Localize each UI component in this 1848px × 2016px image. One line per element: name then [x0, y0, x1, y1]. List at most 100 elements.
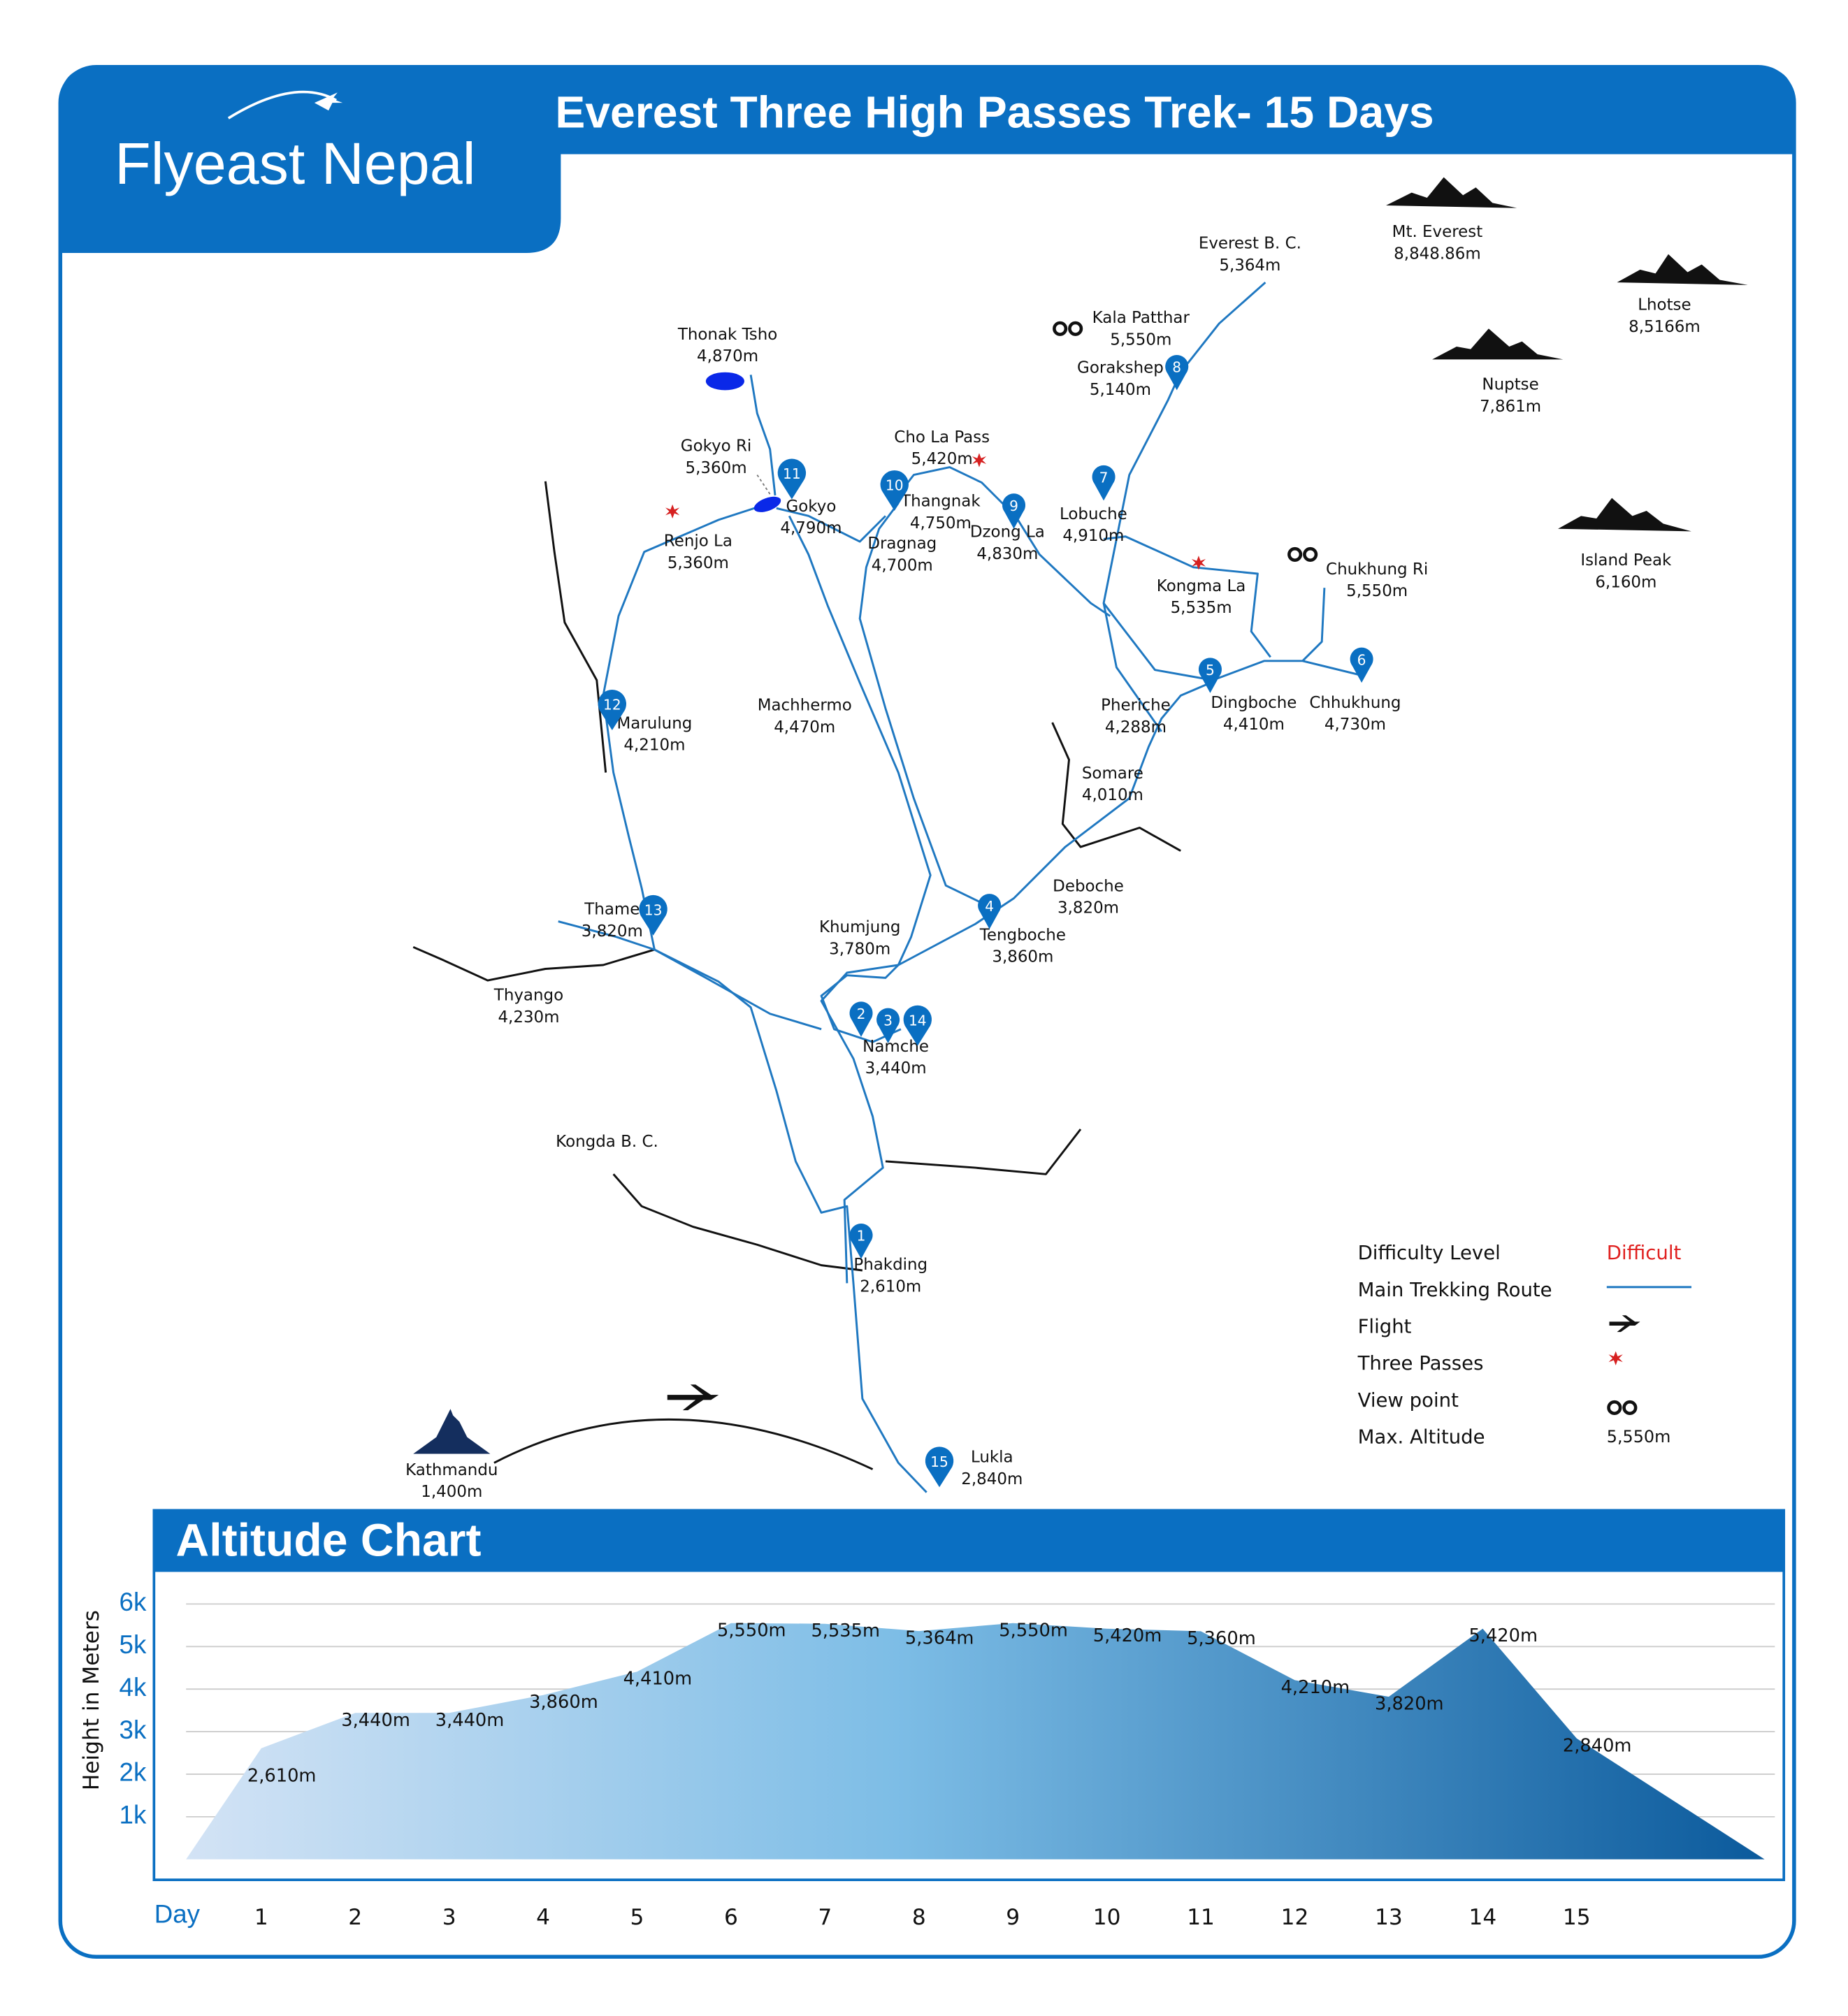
- place-altitude: 4,410m: [1223, 716, 1285, 734]
- x-tick-label: 3: [442, 1905, 456, 1930]
- day-pin: [849, 1001, 873, 1037]
- value-label: 2,610m: [247, 1766, 317, 1787]
- x-tick-label: 7: [818, 1905, 832, 1930]
- day-pin-number: 3: [883, 1012, 893, 1029]
- y-tick-label: 6k: [120, 1588, 147, 1616]
- day-pin-number: 13: [644, 901, 663, 918]
- place-name: Lukla: [971, 1449, 1013, 1467]
- lake: [753, 496, 781, 512]
- place-name: Lobuche: [1060, 505, 1127, 523]
- value-label: 5,364m: [905, 1628, 974, 1649]
- value-label: 3,440m: [435, 1710, 505, 1731]
- routes: [558, 282, 1361, 1493]
- place-altitude: 4,010m: [1082, 786, 1143, 804]
- altitude-area: [186, 1623, 1765, 1859]
- x-tick-label: 1: [254, 1905, 268, 1930]
- place-altitude: 2,610m: [860, 1277, 921, 1296]
- x-axis-label: Day: [154, 1899, 201, 1928]
- place-name: Marulung: [617, 714, 693, 732]
- place-altitude: 3,780m: [829, 940, 890, 958]
- day-pin: [1198, 658, 1222, 693]
- legend-value: Difficult: [1607, 1242, 1682, 1264]
- x-tick-label: 15: [1563, 1905, 1591, 1930]
- place-name: Renjo La: [664, 532, 732, 551]
- place-altitude: 4,210m: [623, 737, 685, 755]
- place-altitude: 5,140m: [1090, 381, 1151, 399]
- value-label: 3,820m: [1375, 1694, 1444, 1715]
- value-label: 3,440m: [341, 1710, 410, 1731]
- day-pin-number: 9: [1009, 498, 1018, 514]
- place-altitude: 4,870m: [697, 347, 758, 365]
- place-altitude: 5,550m: [1110, 331, 1171, 349]
- x-tick-label: 11: [1187, 1905, 1215, 1930]
- y-axis-label: Height in Meters: [79, 1610, 104, 1790]
- mountain-altitude: 6,160m: [1595, 573, 1656, 591]
- logo-plane: [314, 92, 343, 111]
- place-altitude: 3,860m: [992, 948, 1053, 966]
- place-altitude: 4,830m: [976, 545, 1038, 563]
- day-pin: [598, 690, 627, 730]
- chart-header: [154, 1510, 1784, 1572]
- title: Everest Three High Passes Trek- 15 Days: [555, 87, 1434, 137]
- place-name: Tengboche: [979, 926, 1066, 944]
- value-label: 4,410m: [623, 1669, 693, 1690]
- place-name: Machhermo: [758, 697, 852, 715]
- place-altitude: 1,400m: [421, 1483, 482, 1501]
- mountain-name: Nuptse: [1482, 376, 1538, 394]
- day-pin-number: 11: [783, 465, 801, 482]
- day-pin: [777, 458, 807, 500]
- value-label: 5,550m: [717, 1620, 786, 1641]
- x-tick-label: 12: [1281, 1905, 1309, 1930]
- place-name: Kongma La: [1157, 577, 1246, 595]
- place-name: Gorakshep: [1077, 359, 1164, 377]
- legend-label: Flight: [1358, 1316, 1412, 1338]
- place-altitude: 5,360m: [686, 459, 747, 477]
- place-altitude: 3,440m: [865, 1059, 927, 1078]
- flight-icon: [667, 1384, 719, 1411]
- place-altitude: 5,364m: [1219, 256, 1280, 275]
- mountain-altitude: 7,861m: [1480, 398, 1541, 416]
- place-name: Phakding: [853, 1256, 927, 1274]
- y-tick-label: 1k: [120, 1801, 147, 1829]
- mountain-icons: [1386, 177, 1748, 532]
- place-altitude: 3,820m: [1057, 899, 1119, 918]
- day-pin: [1092, 465, 1116, 501]
- day-pin-number: 15: [930, 1453, 948, 1470]
- mountain-name: Lhotse: [1638, 296, 1691, 314]
- pass-markers: [665, 453, 1623, 1365]
- legend-value: 5,550m: [1607, 1427, 1671, 1446]
- lake: [705, 372, 744, 391]
- value-label: 5,550m: [999, 1620, 1068, 1641]
- place-altitude: 5,360m: [667, 554, 729, 572]
- chart-title: Altitude Chart: [176, 1515, 482, 1567]
- day-pin-number: 6: [1357, 651, 1366, 668]
- place-altitude: 4,470m: [774, 718, 835, 737]
- place-name: Gokyo Ri: [681, 437, 751, 456]
- x-tick-label: 14: [1469, 1905, 1497, 1930]
- day-pin: [903, 1005, 932, 1046]
- kathmandu-stupa: [413, 1409, 491, 1454]
- place-altitude: 5,550m: [1346, 582, 1408, 600]
- day-pin-number: 8: [1172, 359, 1181, 376]
- place-name: Chhukhung: [1309, 694, 1401, 712]
- place-name: Kongda B. C.: [556, 1133, 658, 1151]
- header-band: [60, 66, 1794, 253]
- place-name: Kala Patthar: [1092, 309, 1190, 327]
- x-tick-label: 2: [348, 1905, 362, 1930]
- place-altitude: 3,820m: [582, 922, 643, 941]
- place-altitude: 4,750m: [910, 514, 972, 532]
- value-label: 4,210m: [1281, 1677, 1350, 1698]
- place-name: Dzong La: [970, 523, 1045, 542]
- day-pin: [1002, 493, 1026, 529]
- value-label: 5,360m: [1187, 1628, 1256, 1649]
- x-tick-label: 9: [1006, 1905, 1020, 1930]
- place-altitude: 4,730m: [1324, 716, 1386, 734]
- place-name: Somare: [1082, 764, 1143, 783]
- place-altitude: 5,535m: [1171, 599, 1232, 617]
- x-tick-label: 8: [912, 1905, 926, 1930]
- mountain-name: Mt. Everest: [1392, 223, 1483, 241]
- day-pin-number: 14: [909, 1012, 927, 1029]
- legend-label: Three Passes: [1357, 1352, 1484, 1375]
